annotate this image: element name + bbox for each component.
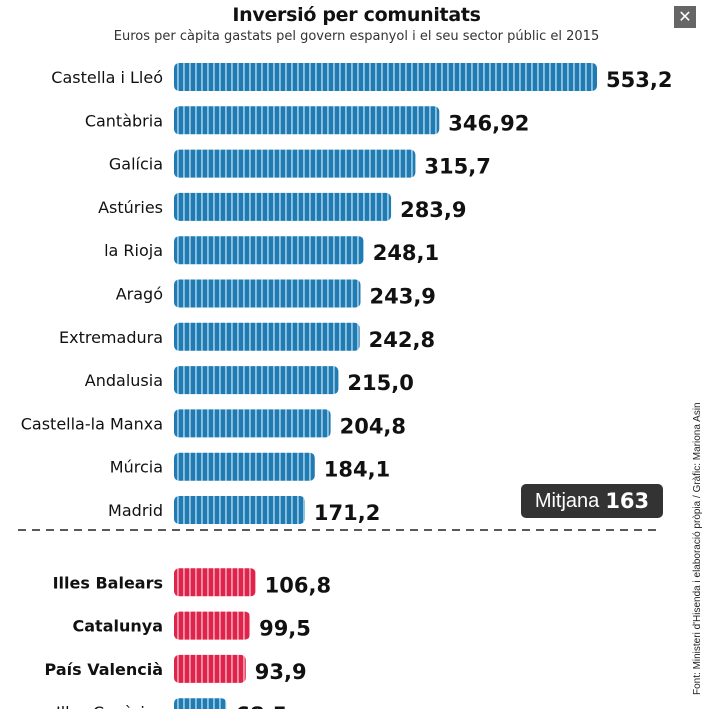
average-badge: Mitjana 163: [521, 484, 663, 518]
bar-3: [174, 192, 392, 221]
value-label-5: 243,9: [369, 285, 435, 309]
category-label-5: Aragó: [116, 285, 163, 304]
category-label-2: Galícia: [109, 155, 163, 174]
bar-9: [174, 452, 315, 481]
value-label-8: 204,8: [340, 414, 406, 438]
bar-1: [174, 106, 440, 135]
category-label-8: Castella-la Manxa: [21, 414, 163, 433]
chart-title: Inversió per comunitats: [232, 4, 481, 26]
value-label-0: 553,2: [606, 68, 672, 92]
bar-4: [174, 236, 364, 265]
category-label-9: Múrcia: [110, 458, 163, 477]
value-label-12: 99,5: [259, 617, 311, 641]
category-label-14: Illes Canàries: [56, 703, 163, 709]
value-label-2: 315,7: [424, 155, 490, 179]
bar-12: [174, 611, 251, 640]
category-label-4: la Rioja: [104, 241, 163, 260]
value-label-13: 93,9: [255, 660, 307, 684]
bar-2: [174, 149, 416, 178]
category-label-10: Madrid: [108, 501, 163, 520]
value-label-1: 346,92: [448, 111, 529, 135]
value-label-11: 106,8: [265, 573, 331, 597]
category-label-11: Illes Balears: [53, 573, 163, 592]
category-label-3: Astúries: [98, 198, 163, 217]
bar-5: [174, 279, 361, 308]
category-label-13: País Valencià: [45, 660, 163, 679]
chart-subtitle: Euros per càpita gastats pel govern espa…: [113, 29, 600, 44]
average-label: Mitjana: [534, 489, 600, 512]
value-label-7: 215,0: [347, 371, 413, 395]
category-label-0: Castella i Lleó: [51, 68, 163, 87]
category-label-1: Cantàbria: [85, 111, 163, 130]
bar-8: [174, 409, 331, 438]
close-button[interactable]: ✕: [674, 6, 696, 28]
bar-13: [174, 654, 246, 683]
value-label-6: 242,8: [369, 328, 435, 352]
bar-10: [174, 496, 305, 524]
category-label-12: Catalunya: [73, 617, 163, 636]
value-label-14: 68,5: [235, 703, 287, 709]
bar-11: [174, 568, 256, 597]
bar-14: [174, 698, 227, 709]
value-label-3: 283,9: [400, 198, 466, 222]
source-note: Font: Ministeri d'Hisenda i elaboració p…: [692, 402, 703, 695]
average-value: 163: [605, 489, 650, 513]
value-label-10: 171,2: [314, 501, 380, 525]
value-label-9: 184,1: [324, 458, 390, 482]
bar-6: [174, 322, 360, 351]
value-label-4: 248,1: [373, 241, 439, 265]
bar-0: [174, 63, 597, 91]
bar-7: [174, 366, 339, 395]
category-label-7: Andalusia: [85, 371, 163, 390]
category-label-6: Extremadura: [59, 328, 163, 347]
